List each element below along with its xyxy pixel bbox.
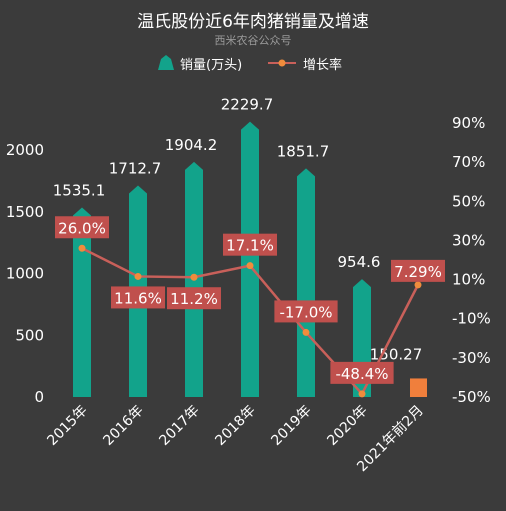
growth-marker — [414, 281, 422, 289]
y-right-tick-label: 90% — [452, 114, 485, 132]
growth-marker — [190, 273, 198, 281]
y-left-tick-label: 0 — [34, 388, 44, 406]
growth-label-box — [274, 300, 338, 323]
x-tick-label: 2020年 — [324, 403, 370, 449]
x-tick-label: 2019年 — [268, 403, 314, 449]
growth-label-box — [167, 287, 221, 310]
legend-line-label: 增长率 — [303, 57, 342, 73]
growth-label-box — [330, 361, 394, 384]
bar-data-label: 2229.7 — [221, 96, 274, 114]
bar-data-label: 150.27 — [370, 345, 423, 363]
line-series: 26.0% 11.6% 11.2% 17.1% -17.0% -48.4% 7.29% — [55, 216, 445, 398]
chart-title: 温氏股份近6年肉猪销量及增速 — [137, 12, 369, 32]
growth-label-box — [223, 233, 277, 256]
y-right-axis: -50% -30% -10% 10% 30% 50% 70% 90% — [452, 114, 491, 406]
legend-bar-label: 销量(万头) — [180, 58, 242, 73]
y-left-axis: 0 500 1000 1500 2000 — [6, 141, 44, 406]
growth-data-label: 11.6% — [114, 289, 162, 307]
y-right-tick-label: 30% — [452, 231, 485, 249]
x-tick-label: 2016年 — [100, 403, 146, 449]
bar-data-label: 954.6 — [338, 253, 381, 271]
growth-label-box — [111, 286, 165, 309]
growth-data-label: -48.4% — [335, 365, 388, 383]
bar-data-label: 1535.1 — [53, 181, 106, 199]
growth-marker — [246, 262, 254, 270]
growth-data-label: 17.1% — [226, 237, 274, 255]
growth-data-label: 11.2% — [170, 290, 218, 308]
y-left-tick-label: 2000 — [6, 141, 44, 159]
y-right-tick-label: 10% — [452, 271, 485, 289]
y-right-tick-label: -30% — [452, 349, 491, 367]
legend: 销量(万头) 增长率 — [158, 55, 342, 73]
y-right-tick-label: 50% — [452, 192, 485, 210]
growth-marker — [358, 390, 366, 398]
growth-data-label: -17.0% — [279, 303, 332, 321]
y-left-tick-label: 1500 — [6, 203, 44, 221]
bar-data-label: 1904.2 — [165, 136, 218, 154]
y-left-tick-label: 500 — [15, 326, 44, 344]
legend-line-marker — [278, 59, 286, 67]
chart-subtitle: 西米农谷公众号 — [215, 33, 292, 47]
bar — [410, 378, 427, 397]
bar-data-label: 1712.7 — [109, 160, 162, 178]
growth-marker — [302, 328, 310, 336]
growth-label-box — [391, 259, 445, 282]
y-left-tick-label: 1000 — [6, 265, 44, 283]
growth-label-box — [55, 216, 109, 239]
y-right-tick-label: 70% — [452, 153, 485, 171]
growth-marker — [134, 272, 142, 280]
y-right-tick-label: -50% — [452, 388, 491, 406]
bar-data-label: 1851.7 — [277, 142, 330, 160]
x-tick-label: 2015年 — [44, 403, 90, 449]
bar — [241, 121, 259, 398]
x-tick-label: 2018年 — [212, 403, 258, 449]
bar — [73, 207, 91, 397]
growth-data-label: 26.0% — [58, 219, 106, 237]
legend-bar-swatch — [158, 55, 174, 70]
x-tick-label: 2017年 — [156, 403, 202, 449]
y-right-tick-label: -10% — [452, 310, 491, 328]
growth-data-label: 7.29% — [394, 263, 442, 281]
bar — [297, 168, 315, 397]
growth-marker — [78, 244, 86, 252]
